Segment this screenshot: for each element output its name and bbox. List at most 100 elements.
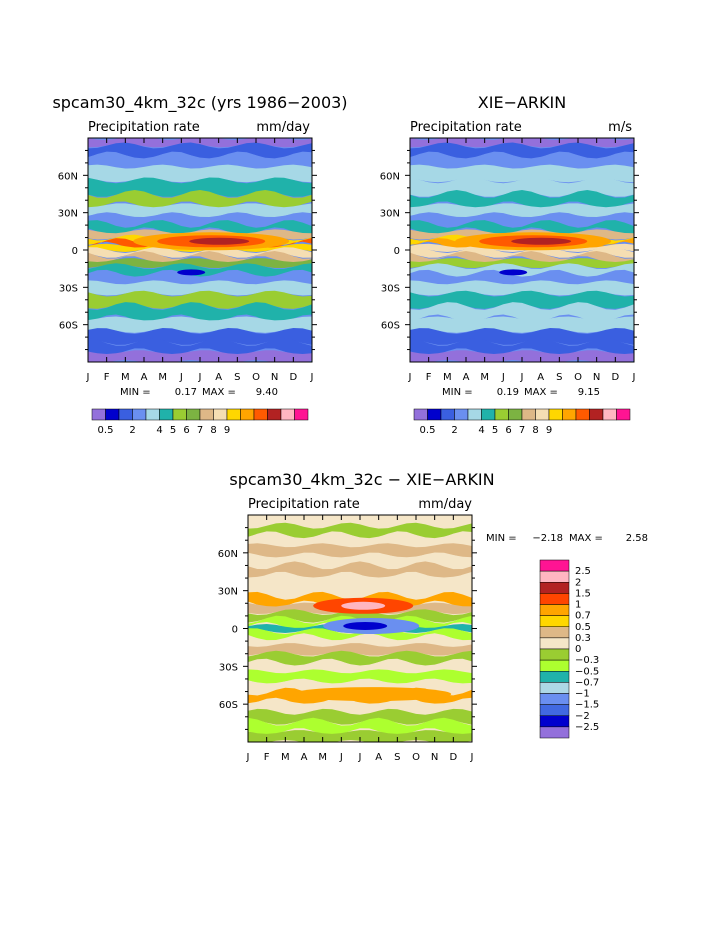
panel-difference: spcam30_4km_32c − XIE−ARKIN Precipitatio… [218,470,648,763]
contour-field [410,138,634,362]
panel-title: spcam30_4km_32c − XIE−ARKIN [229,470,494,490]
colorbar-swatch [186,408,201,421]
colorbar-label: −1 [575,689,590,700]
colorbar-label: 5 [170,425,176,436]
colorbar-label: −0.7 [575,677,599,688]
y-tick-label: 30N [58,209,78,220]
colorbar-swatch [548,408,563,421]
x-tick-label: M [318,752,327,763]
x-tick-label: J [358,752,362,763]
min-value: −2.18 [532,533,563,544]
y-tick-label: 60S [381,321,400,332]
colorbar-label: 2 [451,425,457,436]
x-tick-label: N [593,372,600,383]
colorbar-swatch [521,408,536,421]
colorbar-label: 9 [546,425,552,436]
colorbar-swatch [602,408,617,421]
panel-units: mm/day [418,497,472,512]
colorbar-swatch [539,582,570,594]
diff-negative-peak [343,621,388,630]
contour-band [410,203,634,217]
colorbar-label: 0.5 [98,425,114,436]
colorbar-label: 4 [478,425,484,436]
colorbar-label: 0.5 [575,622,591,633]
diff-southern-band [291,687,452,702]
colorbar-label: 2 [129,425,135,436]
contour-field [248,515,472,742]
dry-core [177,269,206,276]
contour-band [248,628,472,641]
colorbar-swatch [118,408,133,421]
colorbar-swatch [467,408,482,421]
x-tick-label: J [246,752,250,763]
max-value: 9.15 [578,387,600,398]
colorbar-swatch [226,408,241,421]
colorbar-swatch [267,408,282,421]
colorbar-label: 8 [532,425,538,436]
colorbar-swatch [508,408,523,421]
colorbar: 0.5 2 4 5 6 7 8 9 [91,408,309,436]
x-tick-label: J [339,752,343,763]
contour-band [248,650,472,666]
contour-band [88,338,312,356]
colorbar-swatch [539,715,570,728]
colorbar-label: 0 [575,644,581,655]
colorbar-label: 7 [197,425,203,436]
y-tick-label: 30S [381,283,400,294]
contour-band [248,573,472,588]
y-tick-label: 60N [218,549,238,560]
y-tick-label: 60N [58,171,78,182]
min-value: 0.17 [175,387,197,398]
contour-band [410,338,634,356]
colorbar-swatch [562,408,577,421]
colorbar-swatch [539,693,570,705]
colorbar-swatch [539,604,570,616]
colorbar-swatch [91,408,106,421]
contour-band [88,212,312,227]
panel-title: spcam30_4km_32c (yrs 1986−2003) [52,93,347,113]
contour-band [410,302,634,323]
contour-band [248,609,472,623]
x-tick-label: S [556,372,562,383]
colorbar-label: 9 [224,425,230,436]
colorbar-swatch [172,408,187,421]
contour-band [410,190,634,210]
contour-band [410,258,634,268]
colorbar-swatch [539,559,570,572]
contour-band [410,269,634,287]
contour-band [410,290,634,309]
contour-band [410,251,634,264]
colorbar-swatch [481,408,496,421]
contour-band [248,699,472,714]
colorbar-swatch [159,408,174,421]
x-tick-label: F [104,372,110,383]
colorbar-swatch [616,408,631,421]
colorbar-swatch [253,408,268,421]
y-tick-label: 60S [219,700,238,711]
x-tick-label: J [470,752,474,763]
contour-band [88,280,312,296]
contour-band [88,220,312,236]
colorbar-swatch [535,408,550,421]
colorbar-label: 2 [575,577,581,588]
contour-band [88,316,312,333]
contour-band [410,328,634,345]
contour-band [410,142,634,159]
colorbar-swatch [240,408,255,421]
y-tick-label: 0 [232,625,238,636]
colorbar-label: 0.3 [575,633,591,644]
colorbar-label: 0.7 [575,611,591,622]
x-tick-label: J [198,372,202,383]
min-label: MIN = [486,533,517,544]
x-tick-label: A [375,752,382,763]
contour-band [88,151,312,171]
y-tick-label: 30S [219,662,238,673]
dry-core [499,269,528,276]
contour-band [248,561,472,580]
contour-band [88,258,312,268]
x-tick-label: O [574,372,582,383]
x-tick-label: A [463,372,470,383]
colorbar-swatch [294,408,309,421]
